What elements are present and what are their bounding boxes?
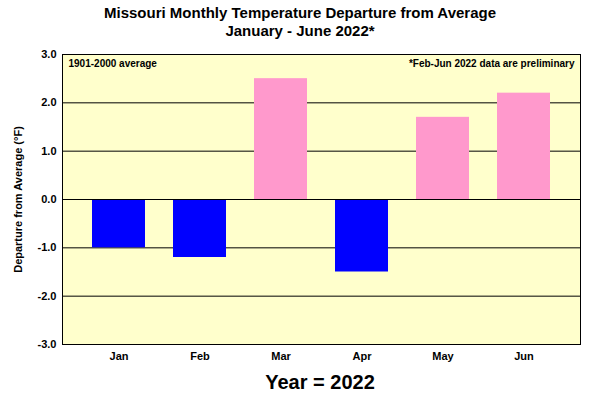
svg-text:-2.0: -2.0 [38, 290, 57, 302]
svg-text:*Feb-Jun 2022 data are prelimi: *Feb-Jun 2022 data are preliminary [409, 58, 575, 69]
svg-text:-1.0: -1.0 [38, 241, 57, 253]
svg-text:Feb: Feb [190, 350, 210, 362]
svg-text:1901-2000 average: 1901-2000 average [69, 58, 158, 69]
svg-text:0.0: 0.0 [41, 193, 56, 205]
html-text:Missouri Monthly Temperature D: Missouri Monthly Temperature Departure f… [104, 4, 496, 21]
svg-text:Mar: Mar [271, 350, 291, 362]
html-text:Year = 2022: Year = 2022 [265, 371, 375, 393]
svg-text:2.0: 2.0 [41, 96, 56, 108]
svg-text:Departure from Average (°F): Departure from Average (°F) [12, 126, 24, 273]
svg-text:Apr: Apr [353, 350, 373, 362]
svg-text:-3.0: -3.0 [38, 338, 57, 350]
svg-text:Jun: Jun [514, 350, 534, 362]
svg-text:May: May [432, 350, 454, 362]
svg-text:1.0: 1.0 [41, 145, 56, 157]
svg-text:3.0: 3.0 [41, 48, 56, 60]
svg-text:Jan: Jan [110, 350, 129, 362]
html-text:January - June 2022*: January - June 2022* [225, 22, 375, 39]
